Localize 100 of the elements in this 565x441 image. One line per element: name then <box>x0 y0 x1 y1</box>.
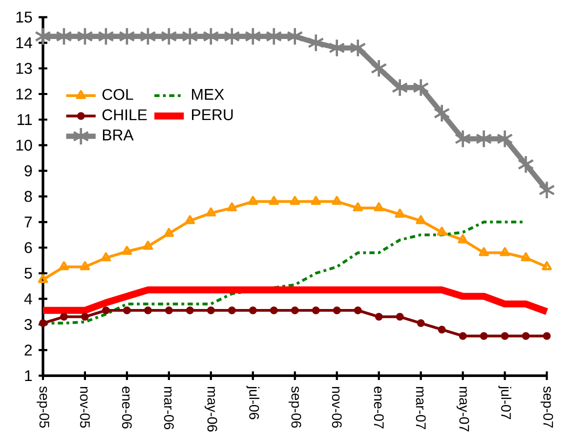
y-tick-label: 15 <box>16 12 32 22</box>
point <box>140 26 156 46</box>
point <box>207 306 215 314</box>
point <box>58 260 69 270</box>
point <box>478 246 489 256</box>
point <box>38 274 48 283</box>
point <box>328 38 346 58</box>
y-tick-label: 8 <box>24 190 32 202</box>
point <box>520 252 531 262</box>
point <box>249 306 257 314</box>
point <box>268 196 279 205</box>
point <box>165 306 173 314</box>
y-tick-label: 14 <box>16 37 32 48</box>
point <box>202 26 220 46</box>
point <box>34 26 52 46</box>
point <box>522 332 530 340</box>
point <box>333 306 341 314</box>
x-tick-label: mar-07 <box>416 386 426 429</box>
x-tick-label: may-06 <box>204 386 218 432</box>
y-tick-label: 9 <box>24 165 32 176</box>
point <box>286 26 304 46</box>
point <box>374 312 383 320</box>
y-tick-label: 6 <box>24 242 32 253</box>
y-tick-label: 12 <box>16 88 32 100</box>
point <box>81 312 89 320</box>
point <box>458 332 467 340</box>
point <box>434 104 450 122</box>
point <box>354 306 362 314</box>
legend-label: CHILE <box>102 109 147 120</box>
y-tick-label: 4 <box>24 293 32 304</box>
point <box>310 196 321 205</box>
y-tick-label: 10 <box>16 139 32 150</box>
point <box>248 196 258 205</box>
x-tick-label: sep-07 <box>540 386 554 428</box>
point <box>291 306 299 314</box>
x-tick-label: nov-05 <box>80 386 90 428</box>
point <box>228 306 236 314</box>
y-tick-label: 2 <box>24 344 32 356</box>
point <box>60 312 68 320</box>
legend-label: MEX <box>192 88 224 100</box>
point <box>542 260 552 270</box>
point <box>312 306 320 314</box>
point <box>416 319 425 327</box>
point <box>270 306 278 314</box>
point <box>56 26 72 46</box>
point <box>332 196 342 205</box>
point <box>496 129 514 148</box>
point <box>144 306 152 314</box>
y-tick-label: 5 <box>24 268 32 278</box>
point <box>500 332 509 340</box>
point <box>476 129 492 148</box>
y-tick-label: 3 <box>24 318 32 330</box>
x-tick-label: jul-06 <box>246 386 260 419</box>
point <box>186 306 194 314</box>
point <box>396 312 404 320</box>
point <box>374 202 384 212</box>
point <box>352 202 363 212</box>
point <box>454 129 472 148</box>
point <box>370 58 388 78</box>
point <box>500 246 510 256</box>
y-tick-label: 13 <box>16 62 32 74</box>
point <box>394 208 405 218</box>
point <box>206 207 216 216</box>
point <box>184 214 195 224</box>
point <box>164 228 174 237</box>
y-tick-label: 11 <box>18 114 32 125</box>
point <box>118 26 136 46</box>
point <box>436 226 447 236</box>
x-tick-label: ene-07 <box>374 386 384 428</box>
point <box>224 26 240 46</box>
x-tick-label: nov-06 <box>332 386 342 428</box>
y-tick-label: 1 <box>25 370 32 381</box>
point <box>518 154 534 174</box>
point <box>458 234 468 244</box>
point <box>392 78 408 97</box>
point <box>266 26 282 46</box>
legend-label: PERU <box>192 109 233 120</box>
point <box>244 26 262 46</box>
point <box>142 240 153 250</box>
point <box>123 306 131 314</box>
point <box>122 246 132 255</box>
point <box>102 306 110 314</box>
x-tick-label: may-07 <box>456 386 470 432</box>
x-tick-label: ene-06 <box>122 386 132 428</box>
point <box>100 252 111 262</box>
point <box>412 78 430 97</box>
point <box>98 26 114 46</box>
point <box>160 26 178 46</box>
point <box>416 214 426 224</box>
y-tick-label: 7 <box>24 216 32 228</box>
point <box>226 202 237 212</box>
x-tick-label: mar-06 <box>164 386 174 429</box>
point <box>480 332 488 340</box>
point <box>76 26 94 46</box>
x-tick-label: jul-07 <box>498 386 512 419</box>
point <box>80 260 90 270</box>
point <box>350 38 366 58</box>
legend-label: BRA <box>102 129 134 140</box>
legend-label: COL <box>102 88 134 100</box>
x-tick-label: sep-05 <box>36 386 50 428</box>
